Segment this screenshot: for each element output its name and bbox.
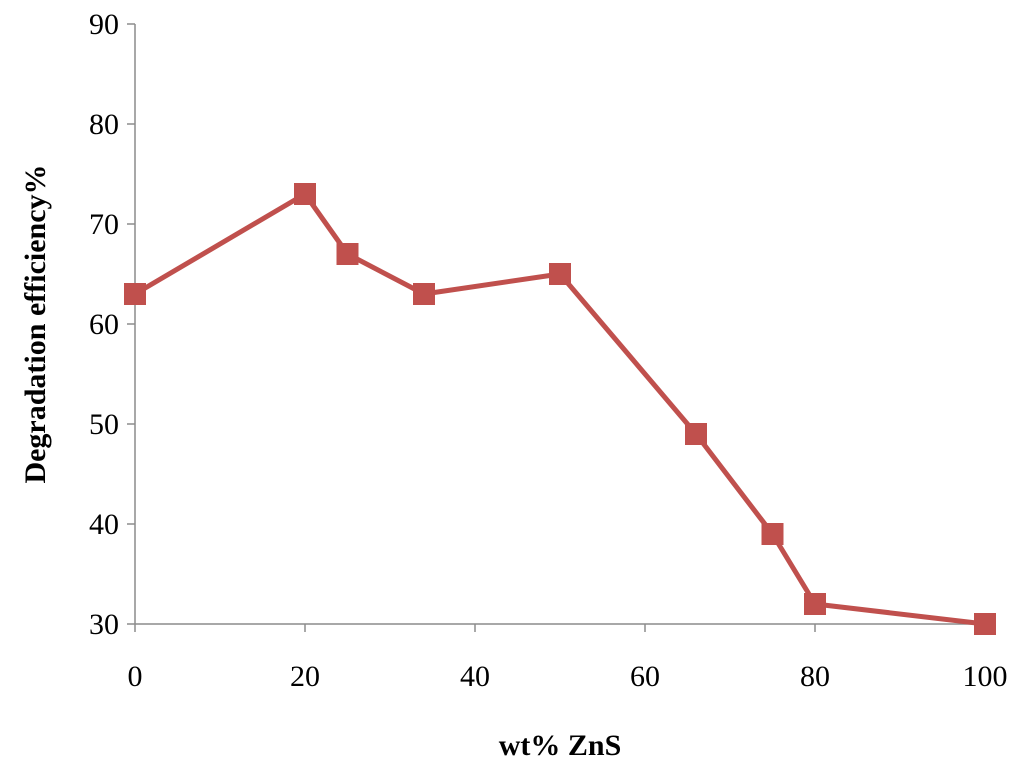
x-tick-label: 80 <box>800 660 830 693</box>
data-point-marker <box>974 613 996 635</box>
data-point-marker <box>336 243 359 265</box>
data-point-marker <box>294 183 316 205</box>
y-tick-label: 60 <box>89 308 119 341</box>
x-axis-ticks: 0 20 40 60 80 100 <box>128 624 1008 693</box>
x-axis-title: wt% ZnS <box>499 729 622 762</box>
x-tick-label: 40 <box>460 660 490 693</box>
data-point-marker <box>804 593 826 615</box>
series-layer <box>124 183 996 635</box>
x-tick-label: 100 <box>963 660 1008 693</box>
y-tick-label: 70 <box>89 208 119 241</box>
y-tick-label: 40 <box>89 508 119 541</box>
x-tick-label: 60 <box>630 660 660 693</box>
data-point-marker <box>549 263 571 285</box>
y-axis-ticks: 30 40 50 60 70 80 90 <box>89 8 135 641</box>
data-point-marker <box>413 283 435 305</box>
y-tick-label: 80 <box>89 108 119 141</box>
y-tick-label: 30 <box>89 608 119 641</box>
x-tick-label: 0 <box>128 660 143 693</box>
data-point-marker <box>685 423 707 445</box>
x-tick-label: 20 <box>290 660 320 693</box>
series-line <box>132 191 988 627</box>
y-tick-label: 50 <box>89 408 119 441</box>
y-axis-title: Degradation efficiency% <box>19 164 52 483</box>
y-tick-label: 90 <box>89 8 119 41</box>
data-point-marker <box>761 523 784 545</box>
data-point-marker <box>124 283 146 305</box>
